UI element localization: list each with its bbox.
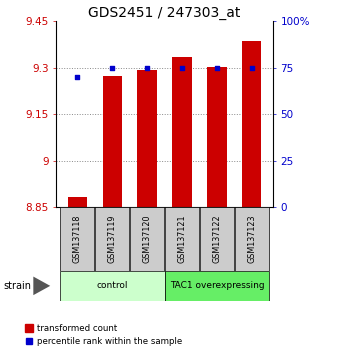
Text: control: control [97,281,128,290]
Bar [68,197,87,207]
Point [249,65,255,70]
Text: GSM137118: GSM137118 [73,215,82,263]
Bar [130,207,164,271]
Bar [207,67,226,207]
Point [109,65,115,70]
Text: TAC1 overexpressing: TAC1 overexpressing [169,281,264,290]
Text: GSM137119: GSM137119 [108,215,117,263]
Bar [137,70,157,207]
Text: GSM137121: GSM137121 [178,215,187,263]
Point [74,74,80,80]
Legend: transformed count, percentile rank within the sample: transformed count, percentile rank withi… [21,320,186,350]
Bar [173,57,192,207]
Bar [60,271,165,301]
Bar [60,207,94,271]
Point [144,65,150,70]
Title: GDS2451 / 247303_at: GDS2451 / 247303_at [88,6,241,20]
Polygon shape [33,276,50,295]
Bar [165,271,269,301]
Text: strain: strain [3,281,31,291]
Text: GSM137120: GSM137120 [143,215,151,263]
Bar [165,207,199,271]
Bar [242,41,262,207]
Text: GSM137123: GSM137123 [247,215,256,263]
Point [179,65,185,70]
Bar [200,207,234,271]
Text: GSM137122: GSM137122 [212,215,221,263]
Bar [103,76,122,207]
Point [214,65,220,70]
Bar [235,207,269,271]
Bar [95,207,129,271]
